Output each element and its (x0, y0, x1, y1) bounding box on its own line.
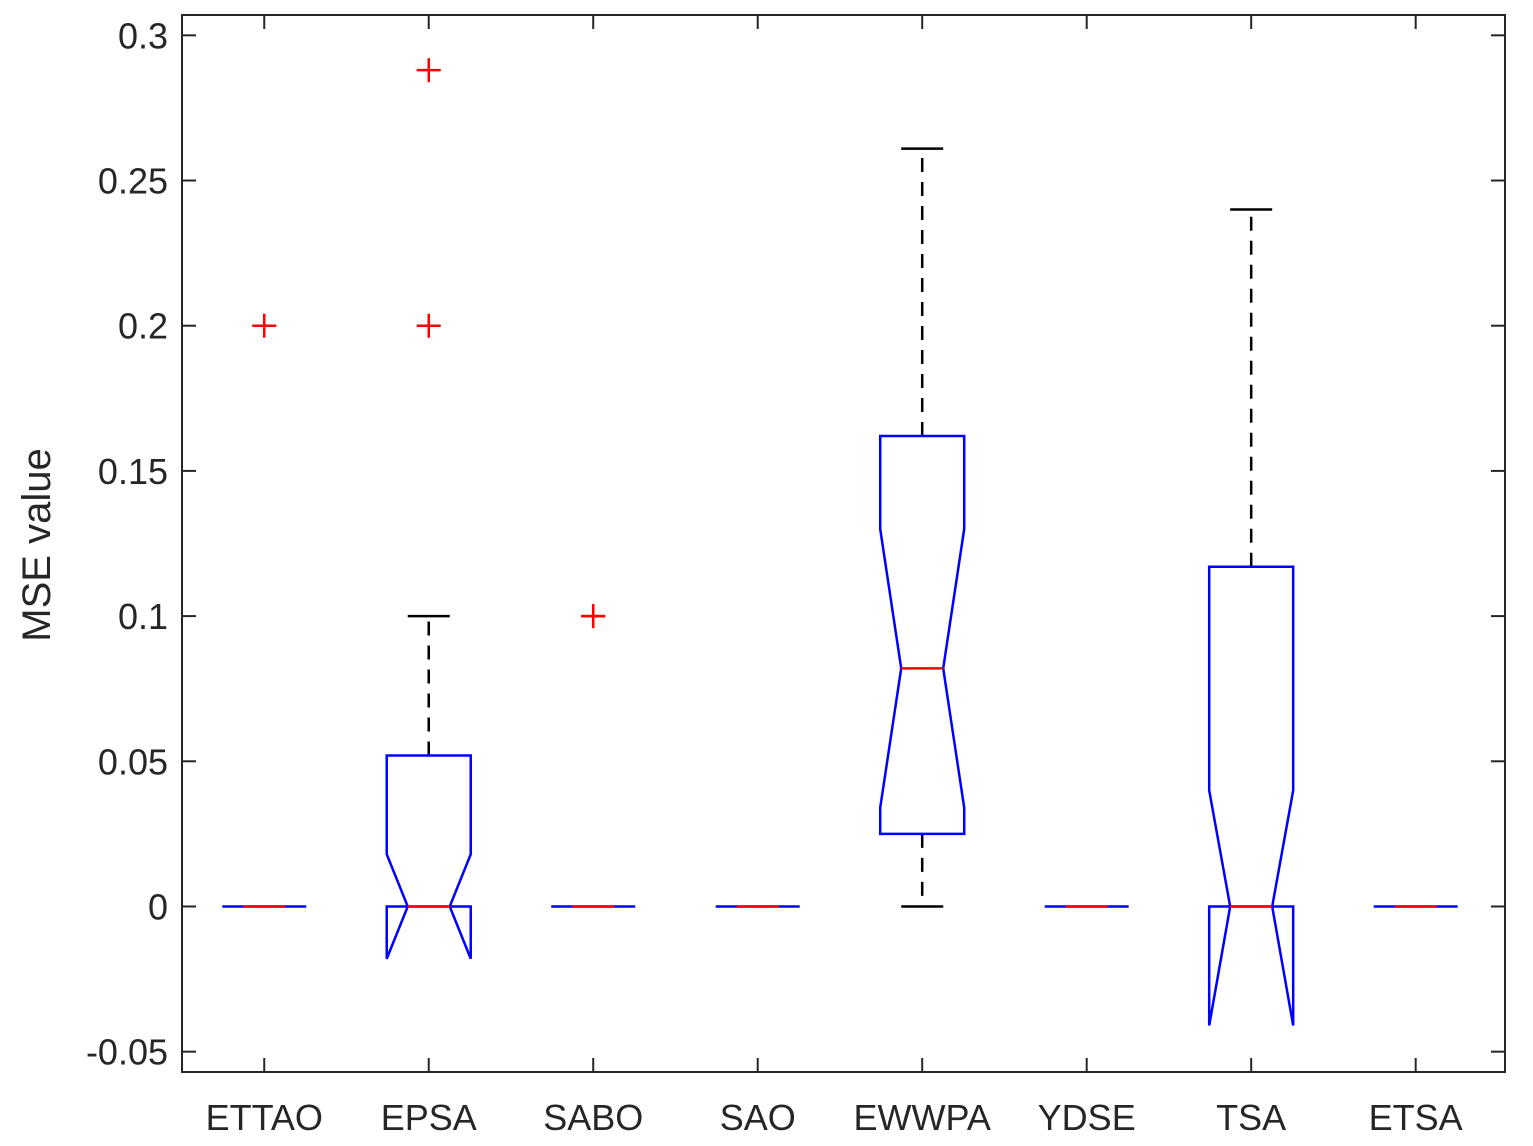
plot-frame (181, 14, 1506, 1073)
x-tick-label: ETSA (1369, 1097, 1463, 1138)
y-tick-label: 0.1 (118, 596, 168, 637)
y-tick-label: 0.3 (118, 15, 168, 56)
x-tick-label: SABO (543, 1097, 643, 1138)
outlier-markers (252, 58, 606, 629)
x-tick-label: SAO (720, 1097, 796, 1138)
y-tick-label: 0 (148, 886, 168, 927)
y-tick-label: 0.25 (98, 161, 168, 202)
box-body (878, 434, 966, 836)
x-tick-label: ETTAO (206, 1097, 323, 1138)
x-axis-tick-labels: ETTAO EPSA SABO SAO EWWPA YDSE TSA ETSA (206, 1097, 1463, 1138)
outlier-marker (252, 313, 277, 338)
x-tick-label: TSA (1216, 1097, 1286, 1138)
box-ewwpa (878, 147, 966, 908)
y-tick-label: 0.05 (98, 741, 168, 782)
outlier-marker (416, 313, 441, 338)
tick-marks (182, 15, 1505, 1072)
y-axis-tick-labels: -0.05 0 0.05 0.1 0.15 0.2 0.25 0.3 (86, 15, 168, 1072)
box-series (222, 147, 1458, 1026)
box-tsa (1207, 208, 1295, 1026)
x-tick-label: YDSE (1038, 1097, 1136, 1138)
outlier-marker (416, 58, 441, 83)
box-epsa (385, 614, 472, 960)
box-body (385, 754, 472, 960)
y-tick-label: -0.05 (86, 1032, 168, 1073)
y-tick-label: 0.2 (118, 306, 168, 347)
box-body (1207, 565, 1295, 1026)
x-tick-label: EPSA (381, 1097, 477, 1138)
y-tick-label: 0.15 (98, 451, 168, 492)
y-axis-label: MSE value (15, 448, 59, 641)
x-tick-label: EWWPA (854, 1097, 991, 1138)
outlier-marker (581, 604, 606, 629)
